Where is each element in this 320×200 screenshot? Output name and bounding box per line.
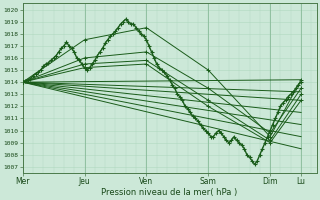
X-axis label: Pression niveau de la mer( hPa ): Pression niveau de la mer( hPa ) bbox=[101, 188, 238, 197]
